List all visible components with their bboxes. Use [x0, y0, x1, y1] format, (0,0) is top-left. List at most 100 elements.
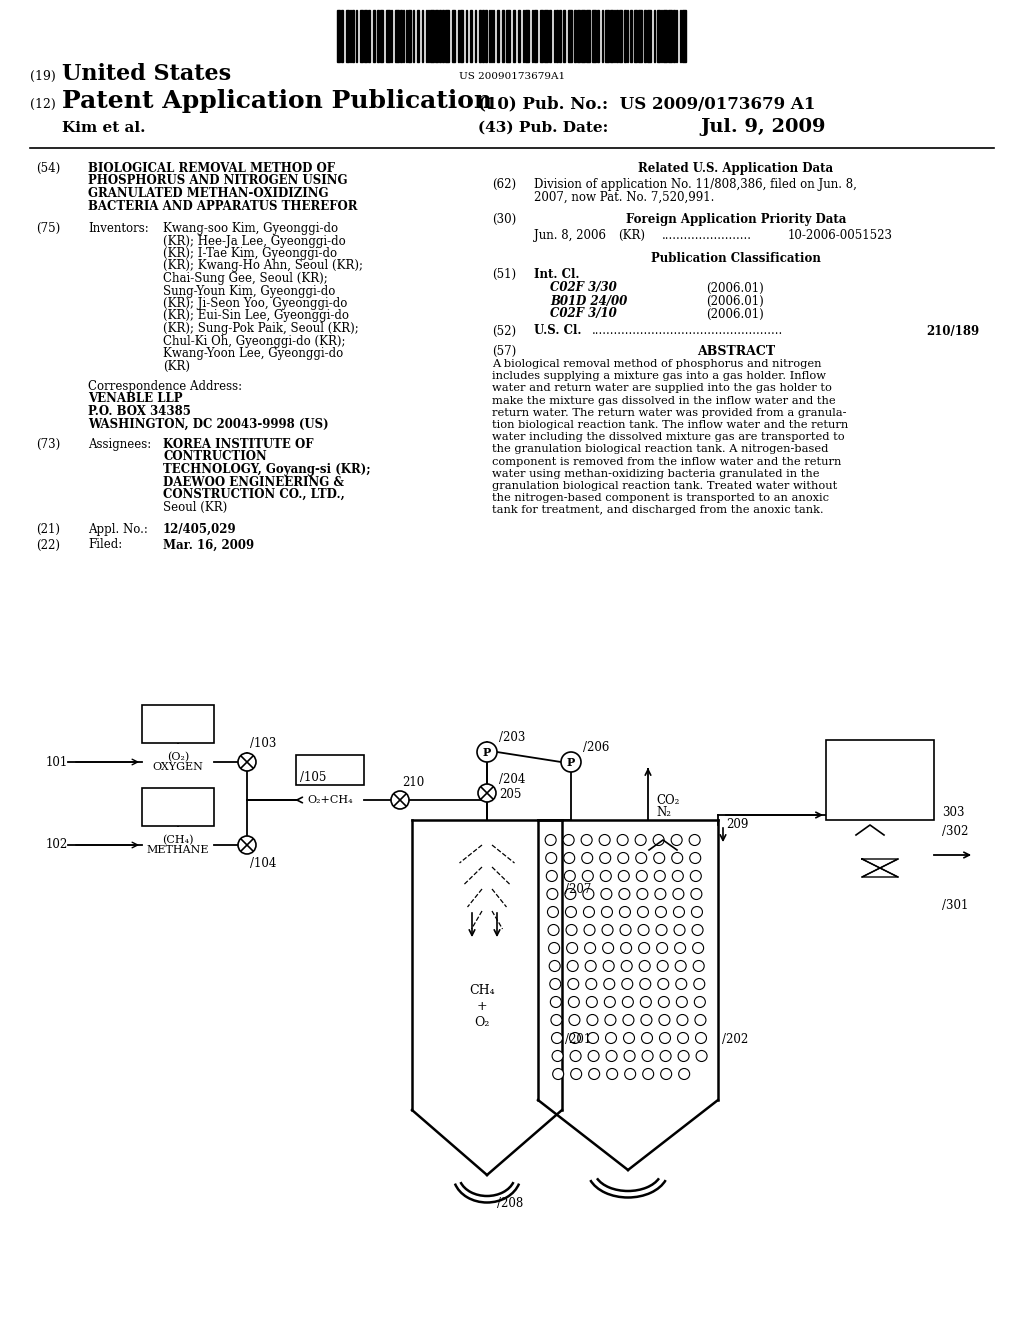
Circle shape — [568, 997, 580, 1007]
Circle shape — [617, 853, 629, 863]
Circle shape — [570, 1051, 581, 1061]
Circle shape — [586, 978, 597, 990]
Circle shape — [638, 924, 649, 936]
Circle shape — [692, 942, 703, 953]
Circle shape — [655, 907, 667, 917]
Bar — [673, 11, 675, 62]
Bar — [346, 11, 349, 62]
Bar — [386, 11, 390, 62]
Circle shape — [583, 888, 594, 899]
Text: 205: 205 — [499, 788, 521, 801]
Text: +: + — [477, 1001, 487, 1014]
Bar — [502, 11, 504, 62]
Circle shape — [622, 961, 632, 972]
Bar — [540, 11, 543, 62]
Circle shape — [606, 1068, 617, 1080]
Text: Patent Application Publication: Patent Application Publication — [62, 88, 493, 114]
Bar — [630, 11, 632, 62]
Bar — [470, 11, 472, 62]
Text: (57): (57) — [492, 345, 516, 358]
Text: (KR): (KR) — [163, 359, 190, 372]
Text: 303: 303 — [942, 805, 965, 818]
Circle shape — [694, 978, 705, 990]
Bar — [460, 11, 463, 62]
Circle shape — [674, 907, 684, 917]
Bar — [400, 11, 402, 62]
Bar — [657, 11, 660, 62]
Circle shape — [692, 924, 703, 936]
Bar — [341, 11, 343, 62]
Text: (KR); Hee-Ja Lee, Gyeonggi-do: (KR); Hee-Ja Lee, Gyeonggi-do — [163, 235, 346, 248]
Text: N₂: N₂ — [656, 805, 671, 818]
Text: /105: /105 — [300, 771, 327, 784]
Circle shape — [643, 1068, 653, 1080]
Circle shape — [623, 997, 634, 1007]
Circle shape — [549, 942, 559, 953]
Text: B01D 24/00: B01D 24/00 — [550, 294, 628, 308]
Circle shape — [605, 1015, 615, 1026]
Circle shape — [566, 924, 578, 936]
Circle shape — [624, 1032, 635, 1044]
Circle shape — [621, 942, 632, 953]
Text: PHOSPHORUS AND NITROGEN USING: PHOSPHORUS AND NITROGEN USING — [88, 174, 347, 187]
Circle shape — [640, 997, 651, 1007]
Circle shape — [600, 853, 610, 863]
Circle shape — [674, 924, 685, 936]
Text: Chai-Sung Gee, Seoul (KR);: Chai-Sung Gee, Seoul (KR); — [163, 272, 328, 285]
Text: /203: /203 — [499, 731, 525, 744]
Bar — [638, 11, 642, 62]
Circle shape — [601, 907, 612, 917]
Circle shape — [653, 853, 665, 863]
Text: water using methan-oxidizing bacteria granulated in the: water using methan-oxidizing bacteria gr… — [492, 469, 819, 479]
Text: Related U.S. Application Data: Related U.S. Application Data — [638, 162, 834, 176]
Text: 101: 101 — [46, 755, 68, 768]
Circle shape — [654, 870, 666, 882]
Circle shape — [656, 942, 668, 953]
Circle shape — [589, 1068, 600, 1080]
Bar — [544, 11, 548, 62]
Bar — [452, 11, 455, 62]
Text: US 20090173679A1: US 20090173679A1 — [459, 73, 565, 81]
Text: CO₂: CO₂ — [656, 793, 679, 807]
Bar — [682, 11, 686, 62]
Text: Int. Cl.: Int. Cl. — [534, 268, 580, 281]
Circle shape — [642, 1051, 653, 1061]
Text: /201: /201 — [565, 1034, 591, 1047]
Text: (KR); Kwang-Ho Ahn, Seoul (KR);: (KR); Kwang-Ho Ahn, Seoul (KR); — [163, 260, 362, 272]
Circle shape — [582, 853, 593, 863]
Circle shape — [564, 870, 575, 882]
Bar — [296, 755, 364, 785]
Text: (CH₄): (CH₄) — [162, 834, 194, 845]
Text: Assignees:: Assignees: — [88, 438, 152, 451]
Circle shape — [657, 961, 669, 972]
Text: CONSTRUCTION CO., LTD.,: CONSTRUCTION CO., LTD., — [163, 488, 345, 502]
Circle shape — [689, 834, 700, 846]
Circle shape — [567, 978, 579, 990]
Text: P: P — [567, 756, 575, 767]
Text: (12): (12) — [30, 98, 55, 111]
Bar — [568, 11, 572, 62]
Bar — [442, 11, 444, 62]
Bar — [352, 11, 354, 62]
Circle shape — [238, 836, 256, 854]
Circle shape — [658, 997, 670, 1007]
Circle shape — [584, 924, 595, 936]
Bar — [668, 11, 672, 62]
Text: Kim et al.: Kim et al. — [62, 121, 145, 135]
Text: (KR); I-Tae Kim, Gyeonggi-do: (KR); I-Tae Kim, Gyeonggi-do — [163, 247, 337, 260]
Text: 209: 209 — [726, 818, 749, 832]
Circle shape — [582, 834, 592, 846]
Circle shape — [690, 853, 700, 863]
Circle shape — [653, 834, 665, 846]
Text: OXYGEN: OXYGEN — [153, 762, 204, 772]
Bar — [360, 11, 362, 62]
Bar — [364, 11, 367, 62]
Circle shape — [636, 853, 647, 863]
Circle shape — [604, 997, 615, 1007]
Text: /204: /204 — [499, 772, 525, 785]
Text: Jun. 8, 2006: Jun. 8, 2006 — [534, 228, 606, 242]
Text: /202: /202 — [722, 1034, 749, 1047]
Circle shape — [677, 1015, 688, 1026]
Circle shape — [546, 870, 557, 882]
Circle shape — [625, 1068, 636, 1080]
